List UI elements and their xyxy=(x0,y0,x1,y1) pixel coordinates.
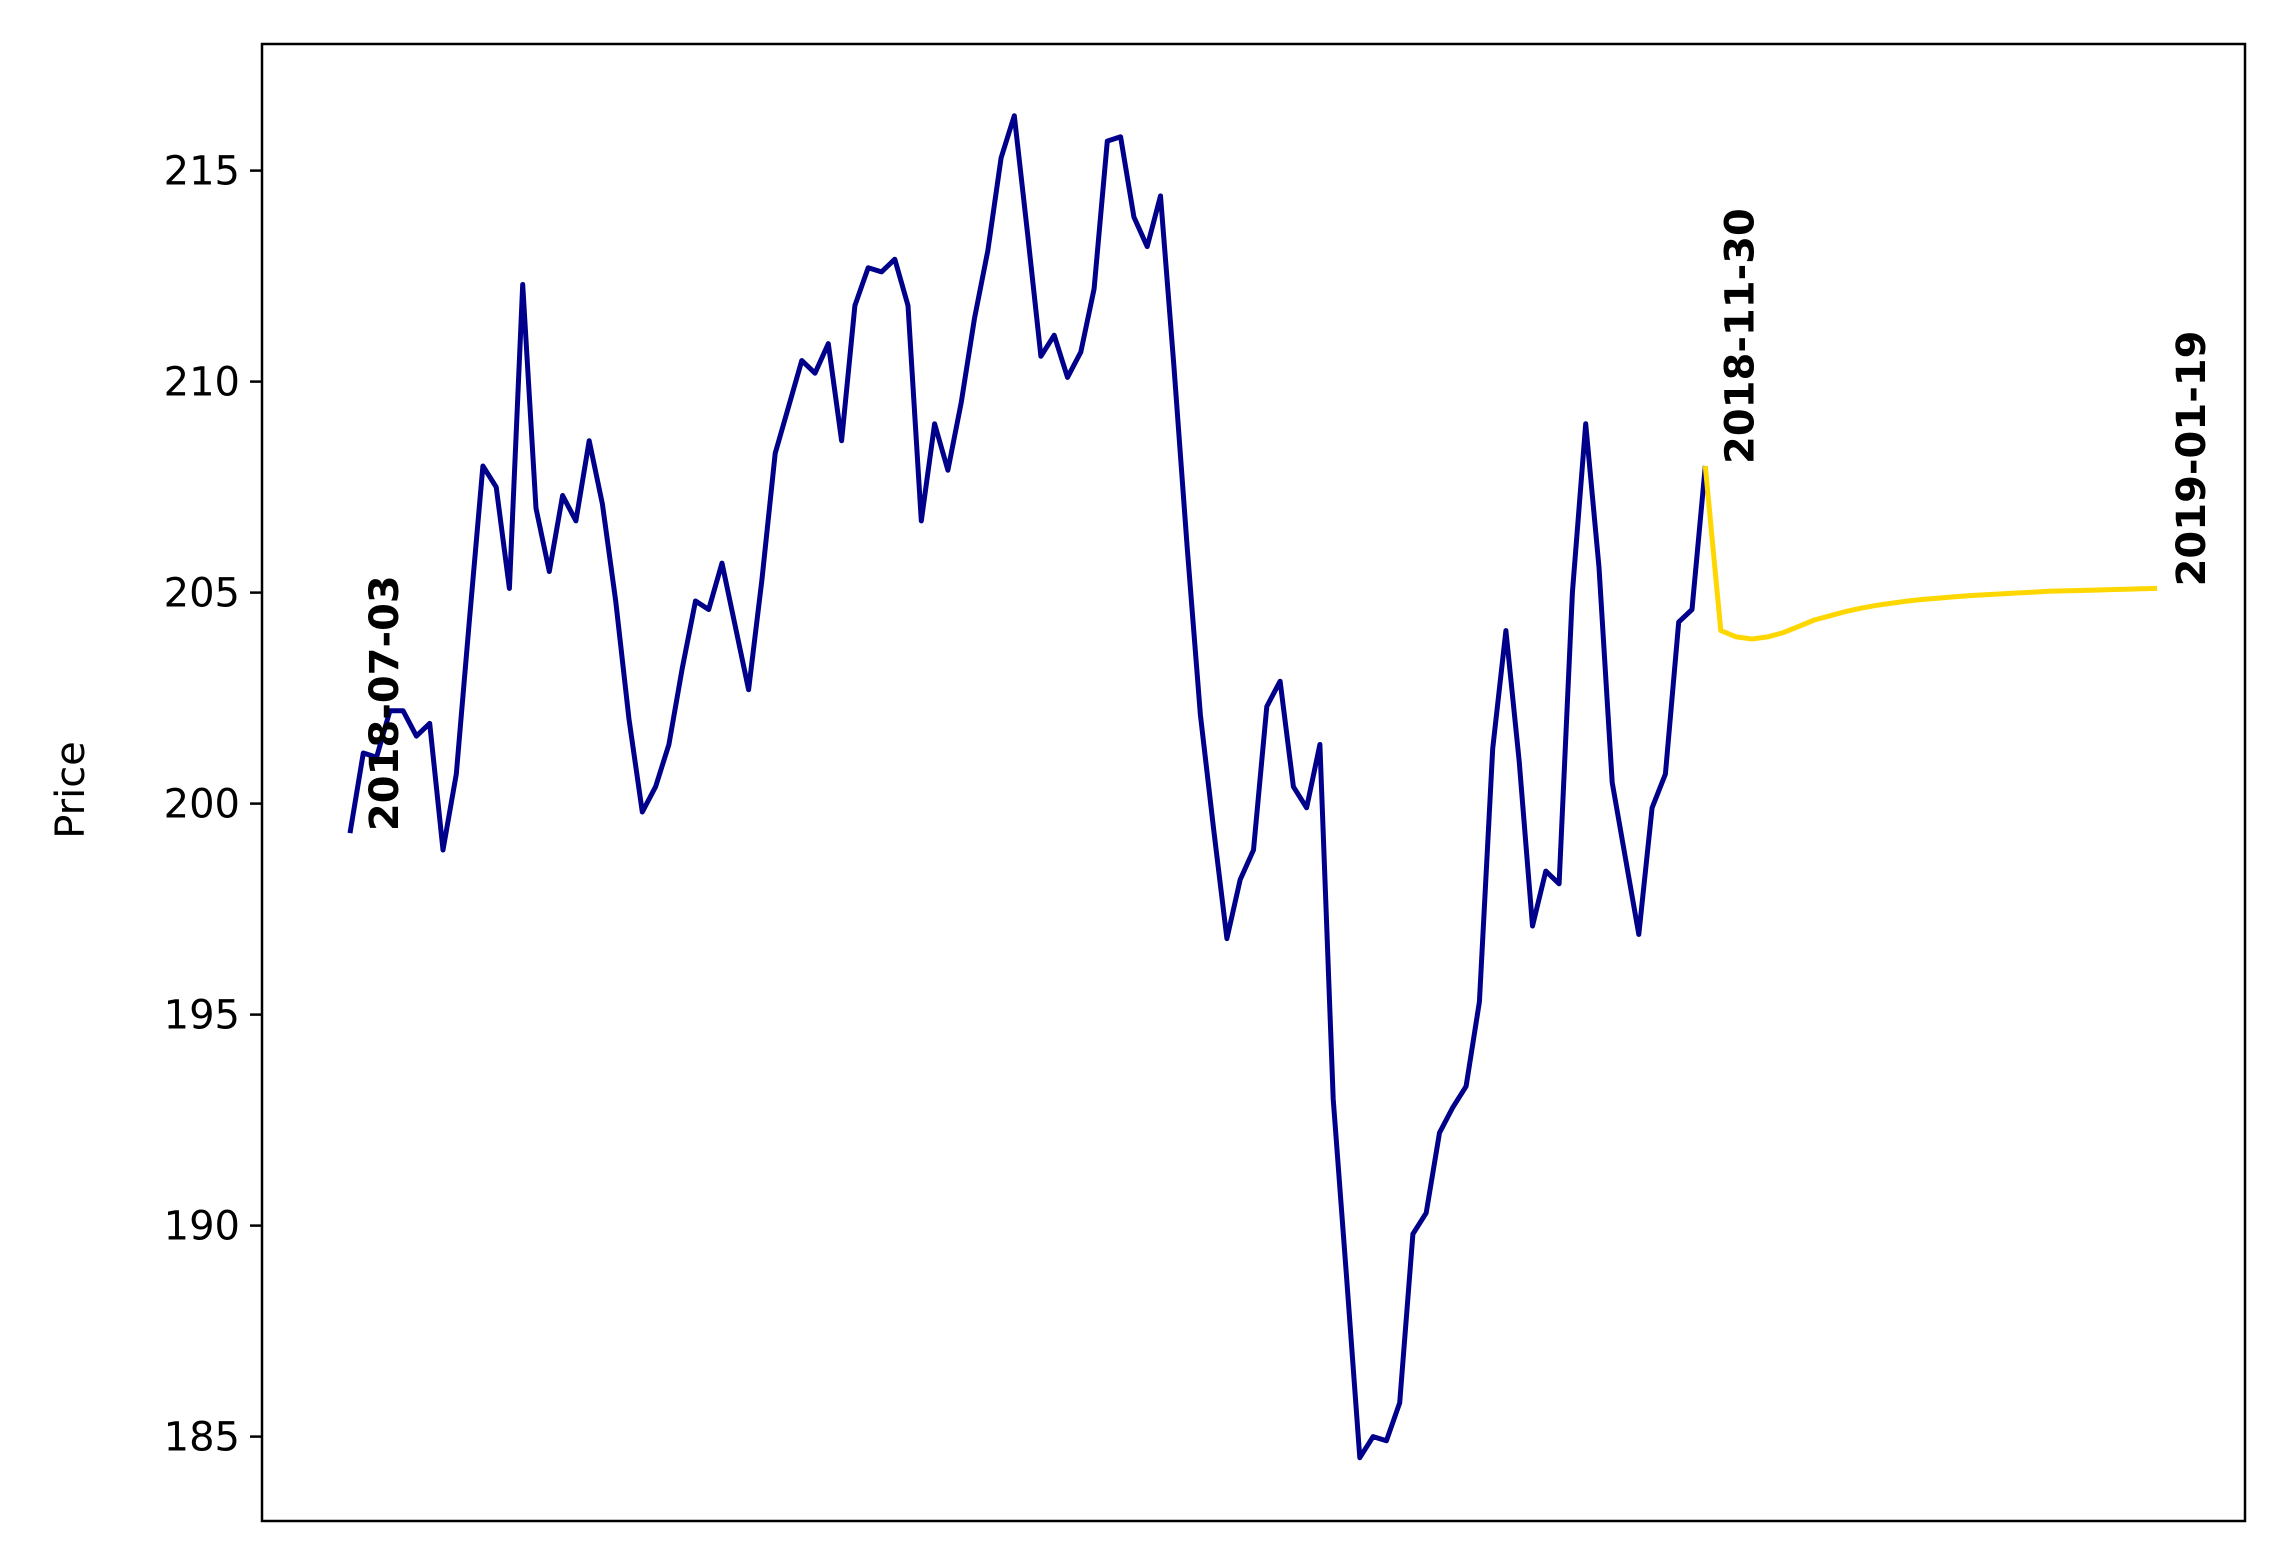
y-tick-label: 210 xyxy=(164,360,240,406)
date-annotations: 2018-07-03 2018-11-30 2019-01-19 xyxy=(362,208,2215,831)
y-axis-label: Price xyxy=(48,741,94,839)
history-series-line xyxy=(347,113,1708,1461)
y-tick-label: 195 xyxy=(164,993,240,1039)
plot-layer xyxy=(347,113,2158,1461)
plot-background xyxy=(262,44,2245,1521)
y-tick-label: 205 xyxy=(164,571,240,617)
y-tick-label: 215 xyxy=(164,149,240,195)
forecast-series-line xyxy=(1702,465,2158,642)
plot-frame xyxy=(260,42,2247,1523)
y-axis: 185 190 195 200 205 210 215 xyxy=(164,149,262,1461)
date-annotation-3: 2019-01-19 xyxy=(2169,331,2215,587)
y-tick-label: 185 xyxy=(164,1415,240,1461)
date-annotation-1: 2018-07-03 xyxy=(362,575,408,831)
y-tick-label: 200 xyxy=(164,782,240,828)
date-annotation-2: 2018-11-30 xyxy=(1717,208,1763,464)
y-tick-label: 190 xyxy=(164,1204,240,1250)
